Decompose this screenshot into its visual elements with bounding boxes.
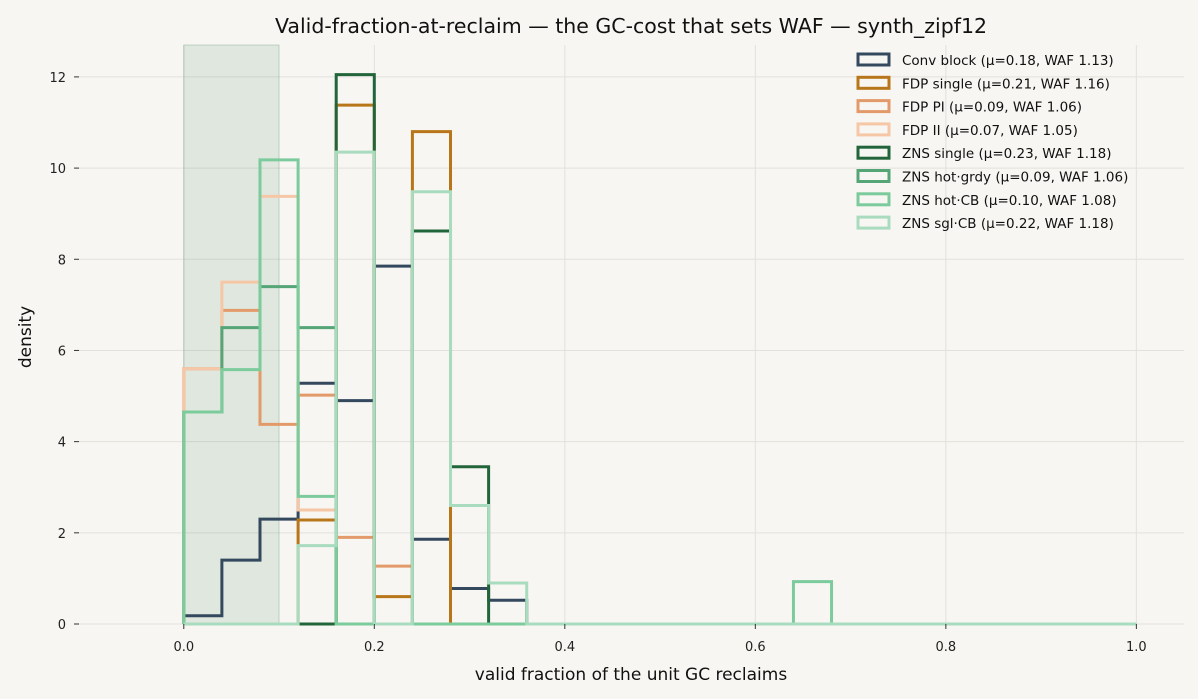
legend-label-6: ZNS hot·CB (μ=0.10, WAF 1.08) [902,193,1117,209]
legend-label-0: Conv block (μ=0.18, WAF 1.13) [902,53,1114,69]
y-tick-label: 6 [58,344,66,359]
shaded-region [183,44,280,625]
y-tick-label: 4 [58,436,66,451]
x-tick-label: 0.8 [936,640,957,655]
y-tick-label: 2 [58,527,66,542]
axes: 0.0 0.2 0.4 0.6 0.8 1.0 0 2 4 6 8 10 12 [49,71,1146,655]
y-tick-label: 8 [58,253,66,268]
legend-swatch-5 [856,169,891,183]
x-tick-label: 0.4 [554,640,575,655]
y-axis-label: density [16,306,36,368]
x-tick-label: 1.0 [1126,640,1147,655]
legend-swatch-2 [856,99,891,114]
legend-swatch-3 [856,122,891,137]
shaded-region-layer [183,44,280,625]
legend-label-7: ZNS sgl·CB (μ=0.22, WAF 1.18) [902,216,1114,232]
legend-swatch-0 [856,52,891,67]
legend-label-3: FDP II (μ=0.07, WAF 1.05) [902,123,1078,139]
x-axis-label: valid fraction of the unit GC reclaims [475,665,788,685]
legend-label-2: FDP PI (μ=0.09, WAF 1.06) [902,100,1082,116]
legend-label-5: ZNS hot·grdy (μ=0.09, WAF 1.06) [902,170,1128,186]
legend-label-4: ZNS single (μ=0.23, WAF 1.18) [902,146,1112,162]
legend: Conv block (μ=0.18, WAF 1.13) FDP single … [856,52,1128,232]
x-tick-label: 0.6 [745,640,766,655]
y-tick-label: 0 [58,618,66,633]
legend-swatch-1 [856,75,891,90]
x-tick-label: 0.2 [364,640,385,655]
legend-swatch-6 [856,192,891,207]
legend-swatch-7 [856,215,891,230]
legend-swatch-4 [856,145,891,160]
y-tick-label: 10 [49,162,66,177]
chart-title: Valid-fraction-at-reclaim — the GC-cost … [275,14,987,39]
y-tick-label: 12 [49,71,66,86]
series-line-7 [183,150,1137,626]
x-tick-label: 0.0 [173,640,194,655]
legend-label-1: FDP single (μ=0.21, WAF 1.16) [902,76,1110,92]
